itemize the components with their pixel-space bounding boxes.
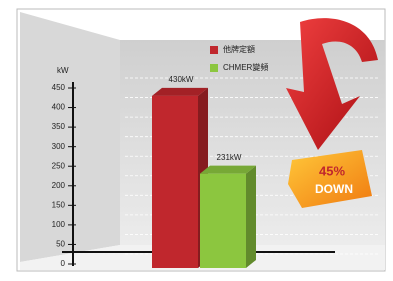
- badge-text: DOWN: [315, 182, 353, 196]
- y-tick-label: 250: [52, 161, 66, 170]
- value-label: 430kW: [169, 75, 194, 84]
- value-label: 231kW: [217, 153, 242, 162]
- legend-label: CHMER變頻: [223, 62, 268, 72]
- y-tick-label: 350: [52, 122, 66, 131]
- y-tick-label: 50: [56, 240, 65, 249]
- y-axis-label: kW: [57, 66, 69, 75]
- badge-percent: 45%: [319, 163, 345, 178]
- y-tick-label: 450: [52, 83, 66, 92]
- y-tick-label: 0: [61, 259, 66, 268]
- y-tick-label: 400: [52, 103, 66, 112]
- chart: kW 050100150200250300350400450 45% DOWN …: [0, 0, 393, 281]
- bar: [200, 174, 246, 268]
- y-tick-label: 200: [52, 181, 66, 190]
- y-tick-label: 100: [52, 220, 66, 229]
- legend-swatch: [210, 64, 218, 72]
- bar-side: [246, 166, 256, 268]
- y-tick-label: 150: [52, 200, 66, 209]
- y-tick-label: 300: [52, 142, 66, 151]
- legend-label: 他牌定額: [223, 44, 255, 54]
- legend-swatch: [210, 46, 218, 54]
- bar: [152, 96, 198, 268]
